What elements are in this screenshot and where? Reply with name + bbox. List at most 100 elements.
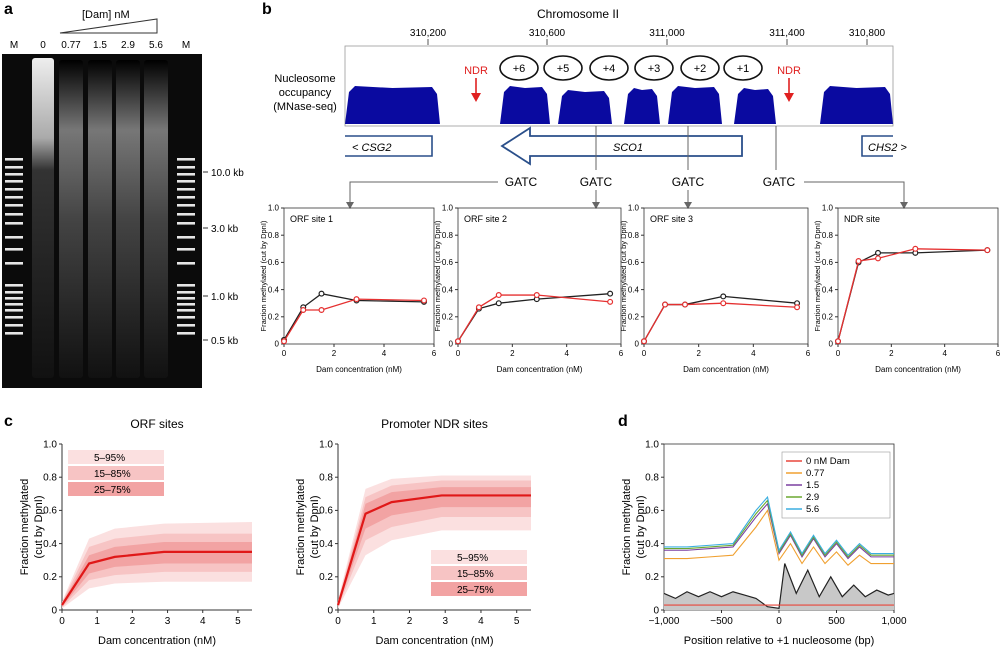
x-tick-label-1: 1 — [371, 616, 377, 627]
chart-promoter-ndr-quantiles: 0 1 2 3 4 5 0 0.2 0.4 0.6 0.8 1.0 Promoter NDR sites… — [295, 417, 531, 647]
x-tick-label-4: 4 — [200, 616, 206, 627]
nucleosome-oval-0 — [499, 55, 539, 81]
gel-lane-label-1: 0 — [40, 40, 46, 51]
marker-band-0-14 — [5, 297, 23, 300]
chart-title: ORF site 3 — [650, 214, 693, 224]
gel-lanes — [5, 58, 195, 378]
occupancy-signal — [345, 86, 893, 124]
chart-title: ORF site 1 — [290, 214, 333, 224]
x-tick-label-3: 6 — [619, 349, 624, 358]
y-tick-label-3: 0.6 — [43, 506, 57, 517]
nucleosome-oval-1 — [543, 55, 583, 81]
plot-frame — [643, 207, 809, 345]
x-axis-label: Dam concentration (nM) — [875, 365, 961, 374]
y-axis-label: Fraction methylated (cut by DpnI) — [813, 220, 822, 331]
chart-orf-site-2: 0 2 4 6 0 0.2 0.4 0.6 0.8 1.0 ORF site 2 Dam concen… — [433, 204, 624, 374]
legend-label-0: 5–95% — [94, 453, 125, 464]
y-tick-label-3: 0.6 — [442, 258, 454, 267]
marker-band-1-15 — [177, 303, 195, 306]
y-tick-label-4: 0.8 — [319, 473, 333, 484]
marker-band-0-4 — [5, 188, 23, 191]
gatc-label-2: GATC — [580, 175, 613, 189]
y-tick-label-5: 1.0 — [43, 439, 57, 450]
y-tick-label-4: 0.8 — [822, 231, 834, 240]
series-1-point-4 — [794, 304, 801, 311]
y-tick-label-1: 0.2 — [822, 312, 834, 321]
x-tick-label-0: 0 — [642, 349, 647, 358]
track-label-line-3: (MNase-seq) — [273, 101, 337, 113]
y-axis-label-line-1: Fraction methylated — [621, 479, 633, 576]
chart-title: ORF site 2 — [464, 214, 507, 224]
marker-band-1-0 — [177, 158, 195, 161]
x-tick-label-3: 6 — [996, 349, 1000, 358]
coord-tick-2: 311,000 — [649, 28, 685, 39]
y-axis-label: Fraction methylated (cut by DpnI) — [433, 220, 442, 331]
x-axis-label: Dam concentration (nM) — [316, 365, 402, 374]
size-marker-2: 1.0 kb — [211, 292, 239, 303]
legend-label-1: 15–85% — [457, 569, 494, 580]
y-axis-label-line-2: (cut by DpnI) — [309, 496, 321, 559]
x-tick-label-2: 0 — [776, 616, 782, 627]
legend-label-0: 0 nM Dam — [806, 456, 850, 467]
legend-swatch-1 — [68, 466, 164, 480]
series-line-1 — [457, 294, 611, 342]
genome-track-panel: Chromosome II 310,200 310,600 311,000 311,4… — [273, 7, 908, 209]
gel-lane-label-5: 5.6 — [149, 40, 163, 51]
gel-panel: [Dam] nM M 0 0.77 1.5 2.9 5.6 M 10.0 kb3.0 kb1… — [2, 9, 244, 388]
marker-band-0-19 — [5, 332, 23, 335]
marker-band-1-9 — [177, 236, 195, 239]
marker-band-1-6 — [177, 204, 195, 207]
x-tick-label-4: 4 — [478, 616, 484, 627]
y-tick-label-3: 0.6 — [268, 258, 280, 267]
gel-lane-label-6: M — [182, 40, 190, 51]
size-marker-0: 10.0 kb — [211, 168, 244, 179]
coord-tick-1: 310,600 — [529, 28, 566, 39]
x-axis-label: Dam concentration (nM) — [497, 365, 583, 374]
y-tick-label-1: 0.2 — [628, 312, 640, 321]
y-tick-label-4: 0.8 — [43, 473, 57, 484]
x-tick-label-0: −1,000 — [649, 616, 680, 627]
marker-band-0-3 — [5, 180, 23, 183]
plot-frame — [283, 207, 435, 345]
panel-label-a: a — [4, 1, 13, 18]
marker-band-1-11 — [177, 262, 195, 265]
series-0-point-2 — [495, 300, 502, 307]
series-1-point-3 — [720, 300, 727, 307]
marker-band-1-1 — [177, 166, 195, 169]
series-1-point-3 — [912, 245, 919, 252]
occupancy-fill — [664, 563, 894, 610]
x-tick-label-3: 3 — [165, 616, 171, 627]
chart-orf-site-1: 0 2 4 6 0 0.2 0.4 0.6 0.8 1.0 ORF site 1 Dam concen… — [259, 204, 437, 374]
marker-band-0-10 — [5, 248, 23, 251]
coordinate-ticks: 310,200 310,600 311,000 311,400 310,800 — [410, 28, 886, 45]
marker-band-0-5 — [5, 196, 23, 199]
y-tick-label-2: 0.4 — [319, 539, 333, 550]
legend-label-2: 1.5 — [806, 480, 819, 491]
marker-band-0-12 — [5, 284, 23, 287]
panel-label-d: d — [618, 413, 628, 430]
marker-band-1-2 — [177, 173, 195, 176]
gene-label-sco1: SCO1 — [613, 142, 643, 154]
legend-label-4: 5.6 — [806, 504, 819, 515]
legend-swatch-0 — [68, 450, 164, 464]
y-axis-label-line-1: Fraction methylated — [295, 479, 307, 576]
marker-band-1-4 — [177, 188, 195, 191]
y-axis-label-line-2: (cut by DpnI) — [635, 496, 647, 559]
series-1-point-1 — [855, 258, 862, 265]
marker-band-0-16 — [5, 309, 23, 312]
chart-ndr-site: 0 2 4 6 0 0.2 0.4 0.6 0.8 1.0 NDR site Dam concentr… — [813, 204, 1000, 374]
nucleosome-label-1: +5 — [557, 63, 570, 75]
y-tick-label-4: 0.8 — [442, 231, 454, 240]
median-line — [61, 550, 252, 606]
legend-swatch-1 — [431, 566, 527, 580]
series-0-point-2 — [874, 249, 881, 256]
marker-band-1-10 — [177, 248, 195, 251]
gel-header: [Dam] nM — [82, 9, 130, 21]
series-1-point-3 — [353, 296, 360, 303]
y-tick-label-0: 0 — [635, 340, 640, 349]
chart-metaprofile: −1,000 −500 0 500 1,000 0 0.2 0.4 0.6 0.8 1.0 Posit… — [621, 439, 907, 647]
legend-label-2: 25–75% — [457, 585, 494, 596]
gel-lane-0-smear — [32, 58, 54, 378]
series-line-4 — [664, 495, 894, 557]
panel-label-b: b — [262, 1, 272, 18]
